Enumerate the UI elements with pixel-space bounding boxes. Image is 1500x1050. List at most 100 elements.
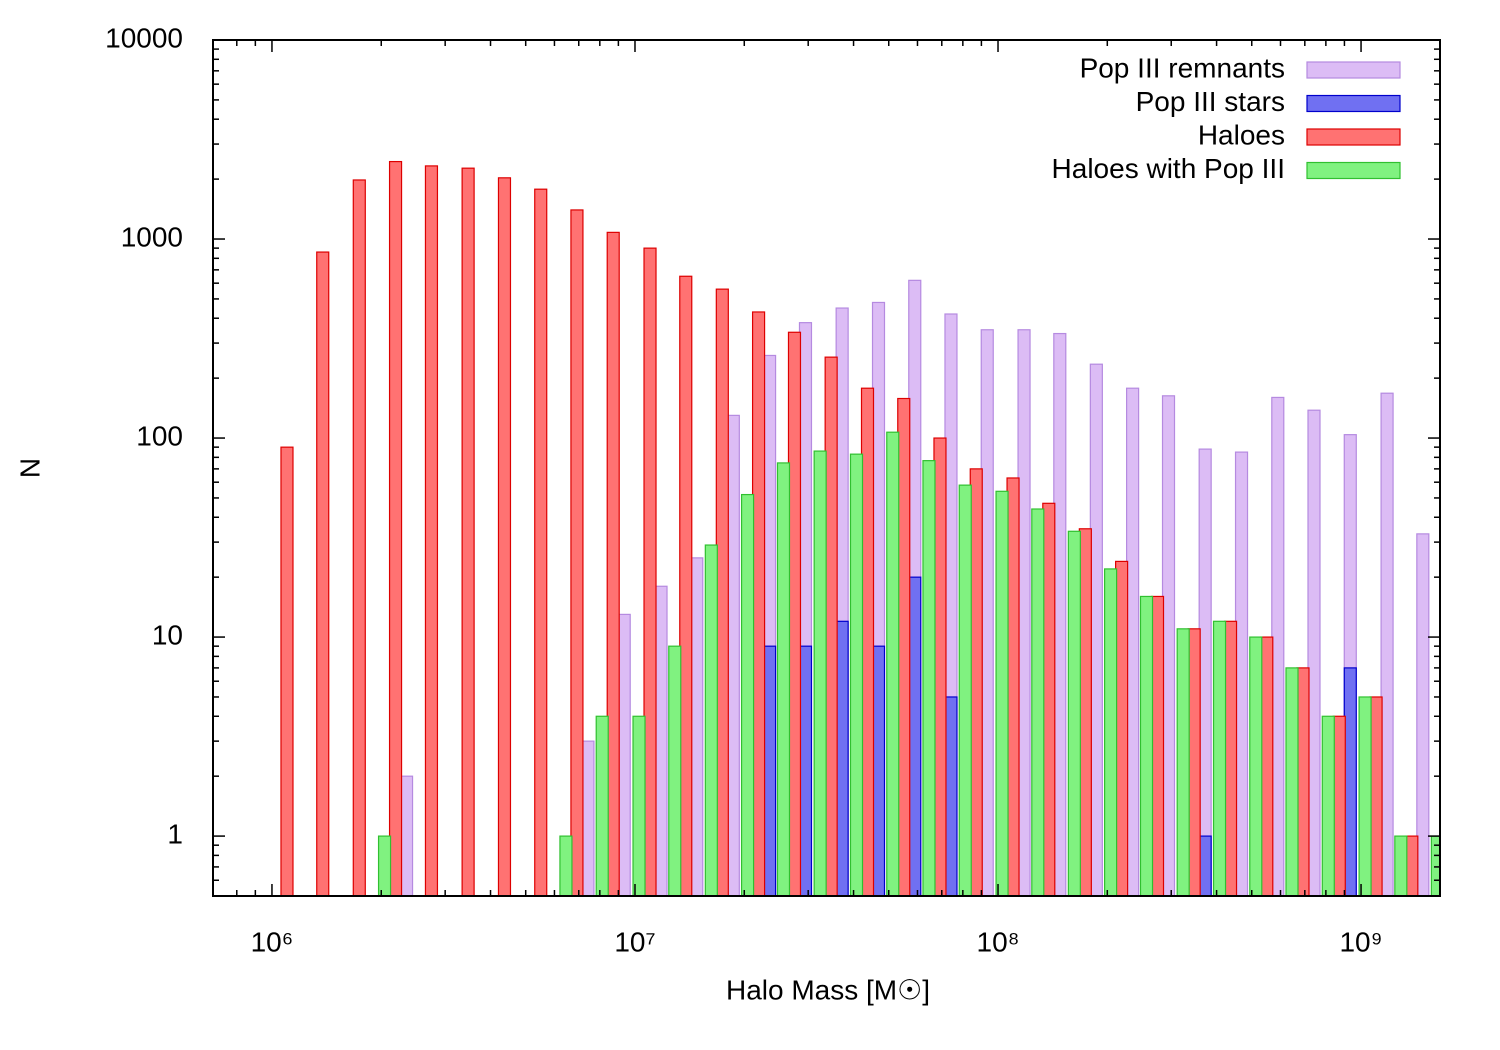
bar bbox=[1006, 477, 1020, 896]
bar bbox=[849, 453, 864, 896]
bar bbox=[776, 462, 791, 896]
bar bbox=[1285, 667, 1299, 896]
bar bbox=[632, 715, 646, 896]
bar bbox=[581, 740, 595, 896]
bar bbox=[958, 484, 972, 896]
bar bbox=[1042, 502, 1056, 896]
legend-label: Pop III stars bbox=[1136, 86, 1285, 117]
bar bbox=[897, 397, 911, 896]
bar bbox=[944, 696, 958, 896]
bar bbox=[1369, 696, 1383, 896]
bar bbox=[1416, 533, 1430, 896]
bar bbox=[1053, 332, 1067, 896]
bar bbox=[679, 275, 693, 896]
bar bbox=[787, 331, 802, 896]
bar bbox=[690, 557, 704, 896]
bar bbox=[980, 329, 994, 896]
bar bbox=[1260, 636, 1274, 896]
bar bbox=[1343, 667, 1357, 896]
bar bbox=[704, 544, 718, 896]
bar bbox=[1161, 395, 1176, 896]
bar bbox=[762, 645, 777, 896]
bar bbox=[534, 188, 548, 896]
bar bbox=[461, 167, 475, 896]
bar bbox=[399, 775, 414, 896]
bar bbox=[1321, 715, 1335, 896]
bar bbox=[969, 468, 983, 896]
bar bbox=[1126, 387, 1140, 896]
y-tick-label: 1000 bbox=[121, 221, 183, 252]
bar bbox=[1031, 508, 1045, 896]
bar bbox=[1089, 363, 1103, 896]
y-tick-label: 100 bbox=[136, 420, 183, 451]
bar bbox=[824, 356, 838, 896]
bar bbox=[1358, 696, 1372, 896]
legend-label: Haloes bbox=[1198, 119, 1285, 150]
bar bbox=[280, 446, 294, 896]
bar bbox=[559, 835, 573, 896]
legend-label: Haloes with Pop III bbox=[1052, 153, 1285, 184]
bar bbox=[654, 585, 668, 896]
bar bbox=[497, 177, 512, 896]
y-tick-label: 10 bbox=[152, 619, 183, 650]
bar bbox=[751, 311, 766, 896]
bar bbox=[570, 209, 584, 896]
bar bbox=[726, 414, 740, 896]
bar bbox=[886, 431, 900, 896]
bar bbox=[1394, 835, 1408, 896]
x-tick-label: 10⁶ bbox=[251, 926, 294, 957]
bar bbox=[1187, 628, 1201, 896]
legend-label: Pop III remnants bbox=[1080, 52, 1285, 83]
y-tick-label: 10000 bbox=[105, 22, 183, 53]
bar bbox=[595, 715, 609, 896]
bar bbox=[1271, 396, 1285, 896]
bar bbox=[606, 231, 620, 896]
bar bbox=[1332, 715, 1346, 896]
bar bbox=[871, 645, 886, 896]
bar bbox=[1234, 451, 1249, 896]
bar bbox=[1405, 835, 1419, 896]
bar bbox=[1067, 530, 1081, 896]
bar bbox=[1198, 835, 1212, 896]
bar bbox=[835, 620, 849, 896]
bar bbox=[922, 460, 936, 896]
bar bbox=[740, 493, 755, 896]
bar bbox=[316, 251, 330, 896]
bar bbox=[715, 288, 729, 896]
bars bbox=[280, 160, 1440, 896]
x-tick-label: 10⁹ bbox=[1339, 926, 1382, 957]
bar bbox=[1223, 620, 1238, 896]
bar bbox=[1078, 528, 1092, 896]
y-tick-label: 1 bbox=[167, 818, 183, 849]
bar bbox=[1104, 568, 1118, 896]
bar bbox=[1176, 628, 1190, 896]
bar bbox=[1017, 329, 1031, 896]
bar bbox=[860, 387, 875, 896]
legend-swatch bbox=[1306, 128, 1401, 146]
bar bbox=[424, 165, 439, 896]
x-tick-label: 10⁸ bbox=[977, 926, 1020, 957]
x-axis-label: Halo Mass [M☉] bbox=[726, 974, 930, 1005]
bar bbox=[643, 247, 657, 896]
bar bbox=[1307, 409, 1321, 896]
bar bbox=[1380, 392, 1394, 896]
bar bbox=[1212, 620, 1227, 896]
bar bbox=[1296, 667, 1310, 896]
bar bbox=[1139, 595, 1154, 896]
bar bbox=[995, 490, 1009, 896]
bar bbox=[908, 576, 922, 896]
x-tick-label: 10⁷ bbox=[614, 926, 655, 957]
bar bbox=[933, 437, 947, 896]
bar bbox=[388, 160, 403, 896]
bar bbox=[813, 450, 827, 896]
y-axis-label: N bbox=[14, 458, 45, 478]
legend-swatch bbox=[1306, 161, 1401, 180]
legend-swatch bbox=[1306, 61, 1401, 79]
bar bbox=[1249, 636, 1263, 896]
bar bbox=[377, 835, 392, 896]
plot-frame bbox=[212, 39, 1441, 897]
bar bbox=[1198, 448, 1212, 896]
bar bbox=[798, 645, 813, 896]
legend-swatch bbox=[1306, 94, 1401, 113]
